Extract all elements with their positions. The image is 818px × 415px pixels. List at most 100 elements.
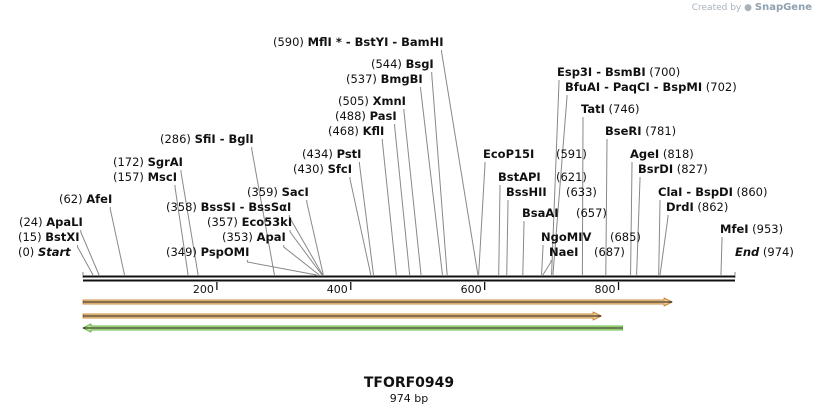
site-bmgbi[interactable]: (537) BmgBI <box>346 72 423 86</box>
site-label[interactable]: (15) BstXI <box>18 230 80 244</box>
site-connector <box>394 124 411 276</box>
site-kfli[interactable]: (468) KflI <box>328 124 384 138</box>
site-bfuai-paqci-bspmi[interactable]: BfuAI - PaqCI - BspMI (702) <box>565 80 737 94</box>
site-label[interactable]: AgeI (818) <box>630 147 694 161</box>
enzyme-name: SgrAI <box>148 155 183 169</box>
site-clai-bspdi[interactable]: ClaI - BspDI (860) <box>658 185 767 199</box>
site-mfei[interactable]: MfeI (953) <box>720 222 783 236</box>
site-psti[interactable]: (434) PstI <box>302 147 361 161</box>
site-sgrai[interactable]: (172) SgrAI <box>113 155 183 169</box>
enzyme-name: BmgBI <box>381 72 423 86</box>
site-drdi[interactable]: DrdI (862) <box>666 200 728 214</box>
site-bstxi[interactable]: (15) BstXI <box>18 230 80 244</box>
site-label[interactable]: (505) XmnI <box>338 94 406 108</box>
site-label[interactable]: (537) BmgBI <box>346 72 423 86</box>
site-apali[interactable]: (24) ApaLI <box>19 215 83 229</box>
site-label[interactable]: MfeI (953) <box>720 222 783 236</box>
enzyme-name: BssSI <box>201 200 236 214</box>
site-label[interactable]: (488) PasI <box>335 109 397 123</box>
site-label[interactable]: (357) Eco53kI <box>207 215 292 229</box>
site-label[interactable]: (286) SfiI - BglI <box>160 132 254 146</box>
site-label[interactable]: TatI (746) <box>581 102 640 116</box>
site-bseri[interactable]: BseRI (781) <box>605 124 676 138</box>
site-agei[interactable]: AgeI (818) <box>630 147 694 161</box>
site-connector <box>441 50 479 276</box>
sequence-title: TFORF0949 <box>363 375 455 391</box>
site-position: (434) <box>302 147 337 161</box>
site-bsaai[interactable]: BsaAI (657) <box>522 206 607 220</box>
site-connector <box>498 185 501 276</box>
site-pasi[interactable]: (488) PasI <box>335 109 397 123</box>
site-saci[interactable]: (359) SacI <box>247 185 309 199</box>
site-label[interactable]: (349) PspOMI <box>166 245 249 259</box>
site-label[interactable]: ClaI - BspDI (860) <box>658 185 767 199</box>
site-eco53ki[interactable]: (357) Eco53kI <box>207 215 292 229</box>
site-connector <box>381 139 397 276</box>
enzyme-name: SfcI <box>328 162 352 176</box>
site-label[interactable]: (468) KflI <box>328 124 384 138</box>
enzyme-name: PasI <box>370 109 397 123</box>
site-sfci[interactable]: (430) SfcI <box>293 162 352 176</box>
site-label[interactable]: (0) Start <box>18 245 71 259</box>
site-ngomiv[interactable]: NgoMIV (685) <box>541 230 641 244</box>
site-ecop15i[interactable]: EcoP15I (591) <box>483 147 587 161</box>
site-bsssi-bsss-i[interactable]: (358) BssSI - BssSαI <box>166 200 291 214</box>
enzyme-name: ApaI <box>257 230 286 244</box>
site-label[interactable]: (590) MflI * - BstYI - BamHI <box>273 35 444 49</box>
enzyme-name: BglI <box>228 132 253 146</box>
site-connector <box>431 72 448 276</box>
name-separator: - <box>592 65 605 79</box>
site-label[interactable]: (358) BssSI - BssSαI <box>166 200 291 214</box>
site-label[interactable]: BsaAI <box>522 206 559 220</box>
site-label[interactable]: End (974) <box>735 245 794 259</box>
site-label[interactable]: NgoMIV <box>541 230 591 244</box>
site-connector <box>289 230 323 276</box>
enzyme-name: BspDI <box>695 185 733 199</box>
site-label[interactable]: (434) PstI <box>302 147 361 161</box>
site-label[interactable]: (544) BsgI <box>371 57 434 71</box>
site-bsshii[interactable]: BssHII (633) <box>506 185 597 199</box>
site-label[interactable]: (353) ApaI <box>222 230 286 244</box>
enzyme-name: BamHI <box>401 35 443 49</box>
site-label[interactable]: BfuAI - PaqCI - BspMI (702) <box>565 80 737 94</box>
site-label[interactable]: BssHII <box>506 185 547 199</box>
site-apai[interactable]: (353) ApaI <box>222 230 286 244</box>
site-label[interactable]: BstAPI <box>498 170 541 184</box>
site-connector <box>306 200 324 276</box>
site-label[interactable]: (157) MscI <box>113 170 177 184</box>
site-label[interactable]: EcoP15I <box>483 147 534 161</box>
site-label[interactable]: (359) SacI <box>247 185 309 199</box>
site-bsgi[interactable]: (544) BsgI <box>371 57 434 71</box>
site-naei[interactable]: NaeI (687) <box>549 245 625 259</box>
site-esp3i-bsmbi[interactable]: Esp3I - BsmBI (700) <box>557 65 680 79</box>
site-label[interactable]: NaeI <box>549 245 578 259</box>
site-bstapi[interactable]: BstAPI (621) <box>498 170 587 184</box>
site-connector <box>80 230 100 276</box>
site-label[interactable]: (24) ApaLI <box>19 215 83 229</box>
site-label[interactable]: Esp3I - BsmBI (700) <box>557 65 680 79</box>
site-label[interactable]: BsrDI (827) <box>638 162 708 176</box>
site-connector <box>551 80 560 276</box>
site-bsrdi[interactable]: BsrDI (827) <box>638 162 708 176</box>
enzyme-name: MflI * <box>308 35 342 49</box>
site-connector <box>720 237 723 276</box>
site-position: (505) <box>338 94 373 108</box>
enzyme-name: BssSαI <box>248 200 291 214</box>
site-label[interactable]: BseRI (781) <box>605 124 676 138</box>
site-label[interactable]: (172) SgrAI <box>113 155 183 169</box>
feature-tracks <box>82 297 673 333</box>
site-pspomi[interactable]: (349) PspOMI <box>166 245 249 259</box>
site-end[interactable]: End (974) <box>735 245 794 259</box>
site-label[interactable]: (62) AfeI <box>59 192 112 206</box>
site-mfli-bstyi-bamhi[interactable]: (590) MflI * - BstYI - BamHI <box>273 35 444 49</box>
site-label[interactable]: DrdI (862) <box>666 200 728 214</box>
site-tati[interactable]: TatI (746) <box>581 102 640 116</box>
site-sfii-bgli[interactable]: (286) SfiI - BglI <box>160 132 254 146</box>
site-label[interactable]: (430) SfcI <box>293 162 352 176</box>
site-start[interactable]: (0) Start <box>18 245 71 259</box>
site-xmni[interactable]: (505) XmnI <box>338 94 406 108</box>
site-connector <box>246 260 317 276</box>
site-msci[interactable]: (157) MscI <box>113 170 177 184</box>
site-afei[interactable]: (62) AfeI <box>59 192 112 206</box>
site-connector <box>358 162 375 276</box>
